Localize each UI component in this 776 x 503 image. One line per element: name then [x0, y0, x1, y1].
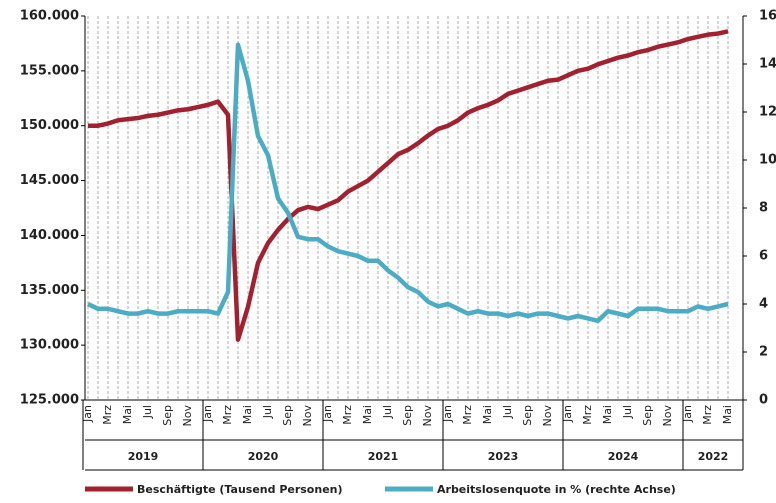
x-tick-label: Jul	[381, 405, 394, 419]
x-tick-label: Mrz	[101, 405, 114, 425]
x-tick-label: Sep	[641, 405, 654, 426]
x-tick-label: Mrz	[341, 405, 354, 425]
x-tick-label: Mrz	[221, 405, 234, 425]
x-tick-label: Nov	[301, 405, 314, 427]
x-tick-label: Mrz	[461, 405, 474, 425]
x-tick-label: Jul	[261, 405, 274, 419]
x-tick-label: Mai	[601, 405, 614, 424]
year-label: 2022	[698, 450, 729, 463]
x-tick-label: Jul	[141, 405, 154, 419]
legend-label: Arbeitslosenquote in % (rechte Achse)	[437, 483, 676, 496]
x-tick-label: Jan	[441, 405, 454, 423]
legend-label: Beschäftigte (Tausend Personen)	[137, 483, 343, 496]
x-tick-label: Nov	[541, 405, 554, 427]
year-label: 2019	[128, 450, 159, 463]
y2-tick-label: 10	[759, 153, 776, 168]
x-tick-label: Mai	[361, 405, 374, 424]
y-tick-label: 150.000	[20, 118, 79, 133]
x-tick-label: Nov	[661, 405, 674, 427]
x-tick-label: Mrz	[701, 405, 714, 425]
x-tick-label: Sep	[281, 405, 294, 426]
y2-tick-label: 8	[759, 201, 768, 216]
x-tick-label: Sep	[401, 405, 414, 426]
y-tick-label: 155.000	[20, 63, 79, 78]
series-line	[88, 29, 729, 342]
x-tick-label: Mai	[121, 405, 134, 424]
x-tick-label: Sep	[521, 405, 534, 426]
x-tick-label: Jul	[501, 405, 514, 419]
x-tick-label: Jan	[681, 405, 694, 423]
x-tick-label: Nov	[181, 405, 194, 427]
y-tick-label: 145.000	[20, 173, 79, 188]
x-tick-label: Mrz	[581, 405, 594, 425]
y-tick-label: 125.000	[20, 393, 79, 408]
x-tick-label: Mai	[481, 405, 494, 424]
y-tick-label: 160.000	[20, 9, 79, 24]
year-label: 2020	[248, 450, 279, 463]
x-tick-label: Mai	[241, 405, 254, 424]
year-label: 2021	[368, 450, 399, 463]
x-tick-label: Jul	[621, 405, 634, 419]
y2-tick-label: 16	[759, 9, 776, 24]
y2-tick-label: 6	[759, 249, 768, 264]
year-label: 2024	[608, 450, 639, 463]
x-tick-label: Jan	[81, 405, 94, 423]
y-tick-label: 135.000	[20, 283, 79, 298]
y2-tick-label: 0	[759, 393, 768, 408]
y-tick-label: 130.000	[20, 338, 79, 353]
y2-tick-label: 4	[759, 297, 768, 312]
y-tick-label: 140.000	[20, 228, 79, 243]
x-tick-label: Mai	[721, 405, 734, 424]
x-tick-label: Nov	[421, 405, 434, 427]
y2-tick-label: 12	[759, 105, 776, 120]
x-tick-label: Jan	[561, 405, 574, 423]
x-tick-label: Jan	[201, 405, 214, 423]
y2-tick-label: 14	[759, 57, 776, 72]
year-label: 2023	[488, 450, 519, 463]
x-tick-label: Jan	[321, 405, 334, 423]
series-line	[87, 42, 729, 324]
y2-tick-label: 2	[759, 345, 768, 360]
x-tick-label: Sep	[161, 405, 174, 426]
